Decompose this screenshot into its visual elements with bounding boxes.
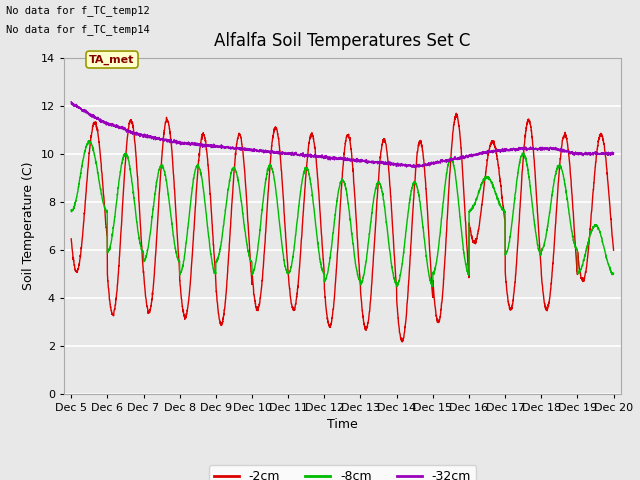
Text: No data for f_TC_temp12: No data for f_TC_temp12 — [6, 5, 150, 16]
X-axis label: Time: Time — [327, 418, 358, 431]
Y-axis label: Soil Temperature (C): Soil Temperature (C) — [22, 161, 35, 290]
Text: TA_met: TA_met — [90, 54, 134, 65]
Title: Alfalfa Soil Temperatures Set C: Alfalfa Soil Temperatures Set C — [214, 33, 470, 50]
Legend: -2cm, -8cm, -32cm: -2cm, -8cm, -32cm — [209, 465, 476, 480]
Text: No data for f_TC_temp14: No data for f_TC_temp14 — [6, 24, 150, 35]
